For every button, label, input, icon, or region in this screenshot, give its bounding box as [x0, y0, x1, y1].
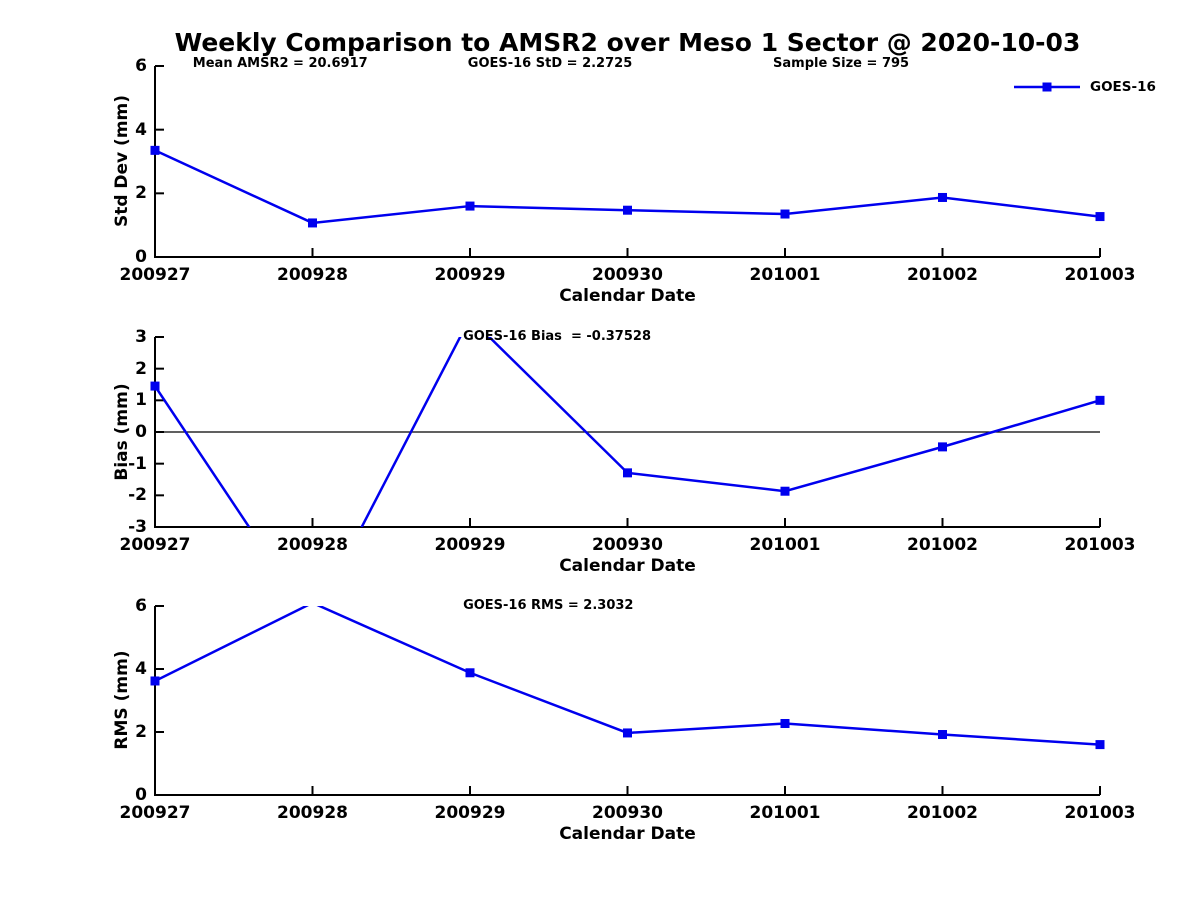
y-tick-label: 6 [135, 596, 147, 616]
y-tick-label: -3 [128, 517, 147, 537]
y-tick-label: 4 [135, 659, 147, 679]
y-tick-label: 2 [135, 722, 147, 742]
data-point-marker [780, 718, 790, 728]
x-tick-label: 201001 [749, 535, 821, 555]
y-tick-label: 1 [135, 390, 147, 411]
y-tick-label: 6 [135, 56, 147, 76]
chart-panel-rms [150, 605, 1105, 796]
x-tick-label: 201003 [1064, 803, 1136, 823]
rms-axis-label: RMS (mm) [112, 650, 132, 750]
annotation: GOES-16 RMS = 2.3032 [463, 598, 634, 613]
x-tick-label: 201002 [907, 265, 978, 285]
x-tick-label: 200927 [119, 803, 191, 823]
y-tick-label: 3 [135, 327, 147, 347]
legend: GOES-16 [1012, 79, 1156, 95]
x-tick-label: 200930 [592, 265, 663, 285]
x-tick-label: 200930 [592, 535, 663, 555]
figure-title: Weekly Comparison to AMSR2 over Meso 1 S… [174, 28, 1081, 57]
y-tick-label: -1 [128, 453, 147, 474]
data-point-marker [308, 218, 317, 228]
x-tick-label: 200929 [434, 535, 506, 555]
x-tick-label: 201002 [907, 803, 978, 823]
x-tick-label: 200927 [119, 535, 191, 555]
y-tick-label: 2 [135, 358, 147, 379]
legend-marker-icon [1042, 82, 1052, 92]
x-tick-label: 200930 [592, 803, 663, 823]
annotation: Sample Size = 795 [773, 56, 910, 71]
y-tick-label: 0 [135, 247, 147, 267]
x-tick-label: 201003 [1064, 535, 1136, 555]
data-point-marker [623, 468, 632, 478]
data-point-marker [1095, 740, 1105, 750]
data-point-marker [938, 442, 947, 452]
xlabel-rms: Calendar Date [559, 824, 696, 844]
x-tick-label: 200928 [277, 265, 348, 285]
x-tick-label: 200927 [119, 265, 191, 285]
data-point-marker [938, 192, 947, 202]
axis-lines [154, 66, 1100, 258]
data-point-marker [465, 201, 475, 211]
x-tick-label: 201001 [749, 803, 821, 823]
stddev-axis-label: Std Dev (mm) [112, 94, 132, 228]
data-point-marker [623, 205, 632, 215]
annotation: GOES-16 StD = 2.2725 [467, 56, 633, 71]
data-point-marker [150, 676, 160, 686]
data-point-marker [938, 730, 947, 740]
y-tick-label: 4 [135, 119, 147, 140]
xlabel-stddev: Calendar Date [559, 286, 696, 306]
data-point-marker [150, 381, 160, 391]
xlabel-bias: Calendar Date [559, 556, 696, 576]
data-point-marker [780, 486, 790, 496]
data-point-marker [623, 728, 632, 738]
x-tick-label: 200929 [434, 265, 506, 285]
y-tick-label: 0 [135, 422, 147, 442]
annotation: GOES-16 Bias = -0.37528 [463, 329, 651, 344]
x-tick-label: 201003 [1064, 265, 1136, 285]
legend-swatch [1014, 82, 1080, 92]
x-tick-label: 200928 [277, 535, 348, 555]
data-point-marker [150, 145, 160, 155]
series-line-goes-16 [155, 606, 1100, 746]
axis-lines [154, 606, 1100, 796]
x-tick-label: 201002 [907, 535, 978, 555]
chart-panel-std-dev [150, 65, 1105, 258]
y-tick-label: -2 [128, 485, 147, 506]
annotation: Mean AMSR2 = 20.6917 [192, 56, 368, 71]
legend-label: GOES-16 [1090, 79, 1156, 95]
x-tick-label: 200928 [277, 803, 348, 823]
x-tick-label: 200929 [434, 803, 506, 823]
y-tick-label: 2 [135, 183, 147, 204]
data-point-marker [1095, 212, 1105, 222]
x-tick-label: 201001 [749, 265, 821, 285]
data-point-marker [465, 668, 475, 678]
y-tick-label: 0 [135, 785, 147, 805]
data-point-marker [1095, 395, 1105, 405]
data-point-marker [780, 209, 790, 219]
chart-panel-bias [150, 336, 1105, 528]
